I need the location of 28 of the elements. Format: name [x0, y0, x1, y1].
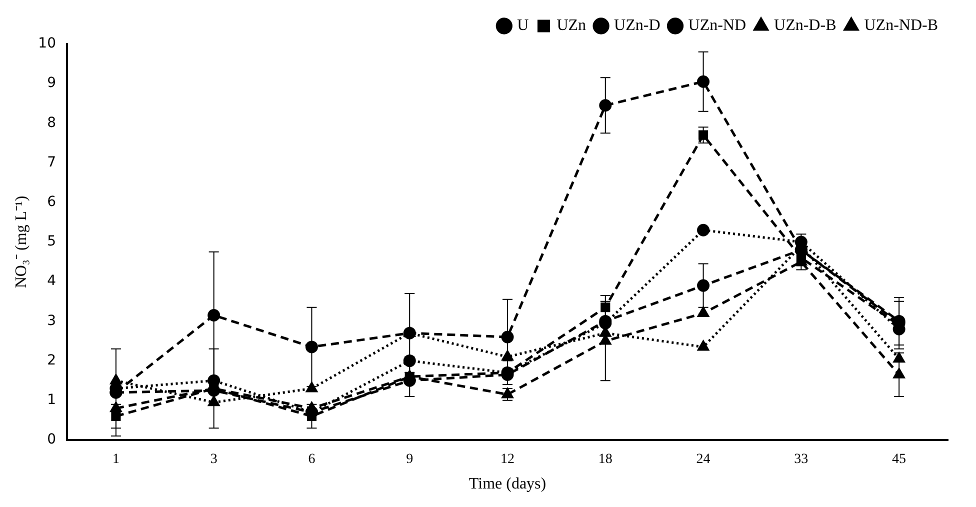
- y-tick-label: 8: [47, 114, 56, 131]
- y-tick-label: 6: [47, 194, 56, 210]
- y-tick-label: 1: [47, 392, 56, 408]
- legend-label: UZn-D: [614, 17, 660, 34]
- y-tick-label: 4: [47, 273, 56, 290]
- legend-label: UZn-ND-B: [864, 17, 938, 34]
- y-tick-label: 7: [47, 154, 56, 170]
- y-tick-label: 3: [47, 312, 56, 329]
- y-tick-label: 9: [47, 75, 56, 92]
- legend-label: UZn: [556, 17, 586, 34]
- y-axis-title: NO₃⁻ (mg L⁻¹): [12, 196, 30, 288]
- y-tick-label: 5: [47, 234, 56, 250]
- x-axis-title: Time (days): [468, 476, 546, 493]
- x-tick-label: 12: [500, 452, 515, 468]
- y-tick-label: 0: [47, 432, 56, 448]
- y-tick-label: 2: [47, 352, 56, 368]
- x-tick-label: 18: [598, 452, 612, 468]
- legend-label: UZn-ND: [688, 17, 746, 34]
- x-tick-label: 6: [308, 452, 316, 468]
- y-tick-label: 10: [38, 36, 56, 52]
- x-tick-label: 1: [112, 452, 120, 468]
- x-tick-label: 33: [794, 452, 808, 468]
- legend-label: U: [517, 17, 530, 34]
- x-tick-label: 24: [696, 452, 710, 468]
- x-tick-label: 45: [892, 452, 906, 468]
- legend-label: UZn-D-B: [774, 17, 836, 34]
- x-tick-label: 9: [406, 452, 414, 468]
- x-tick-label: 3: [210, 452, 218, 468]
